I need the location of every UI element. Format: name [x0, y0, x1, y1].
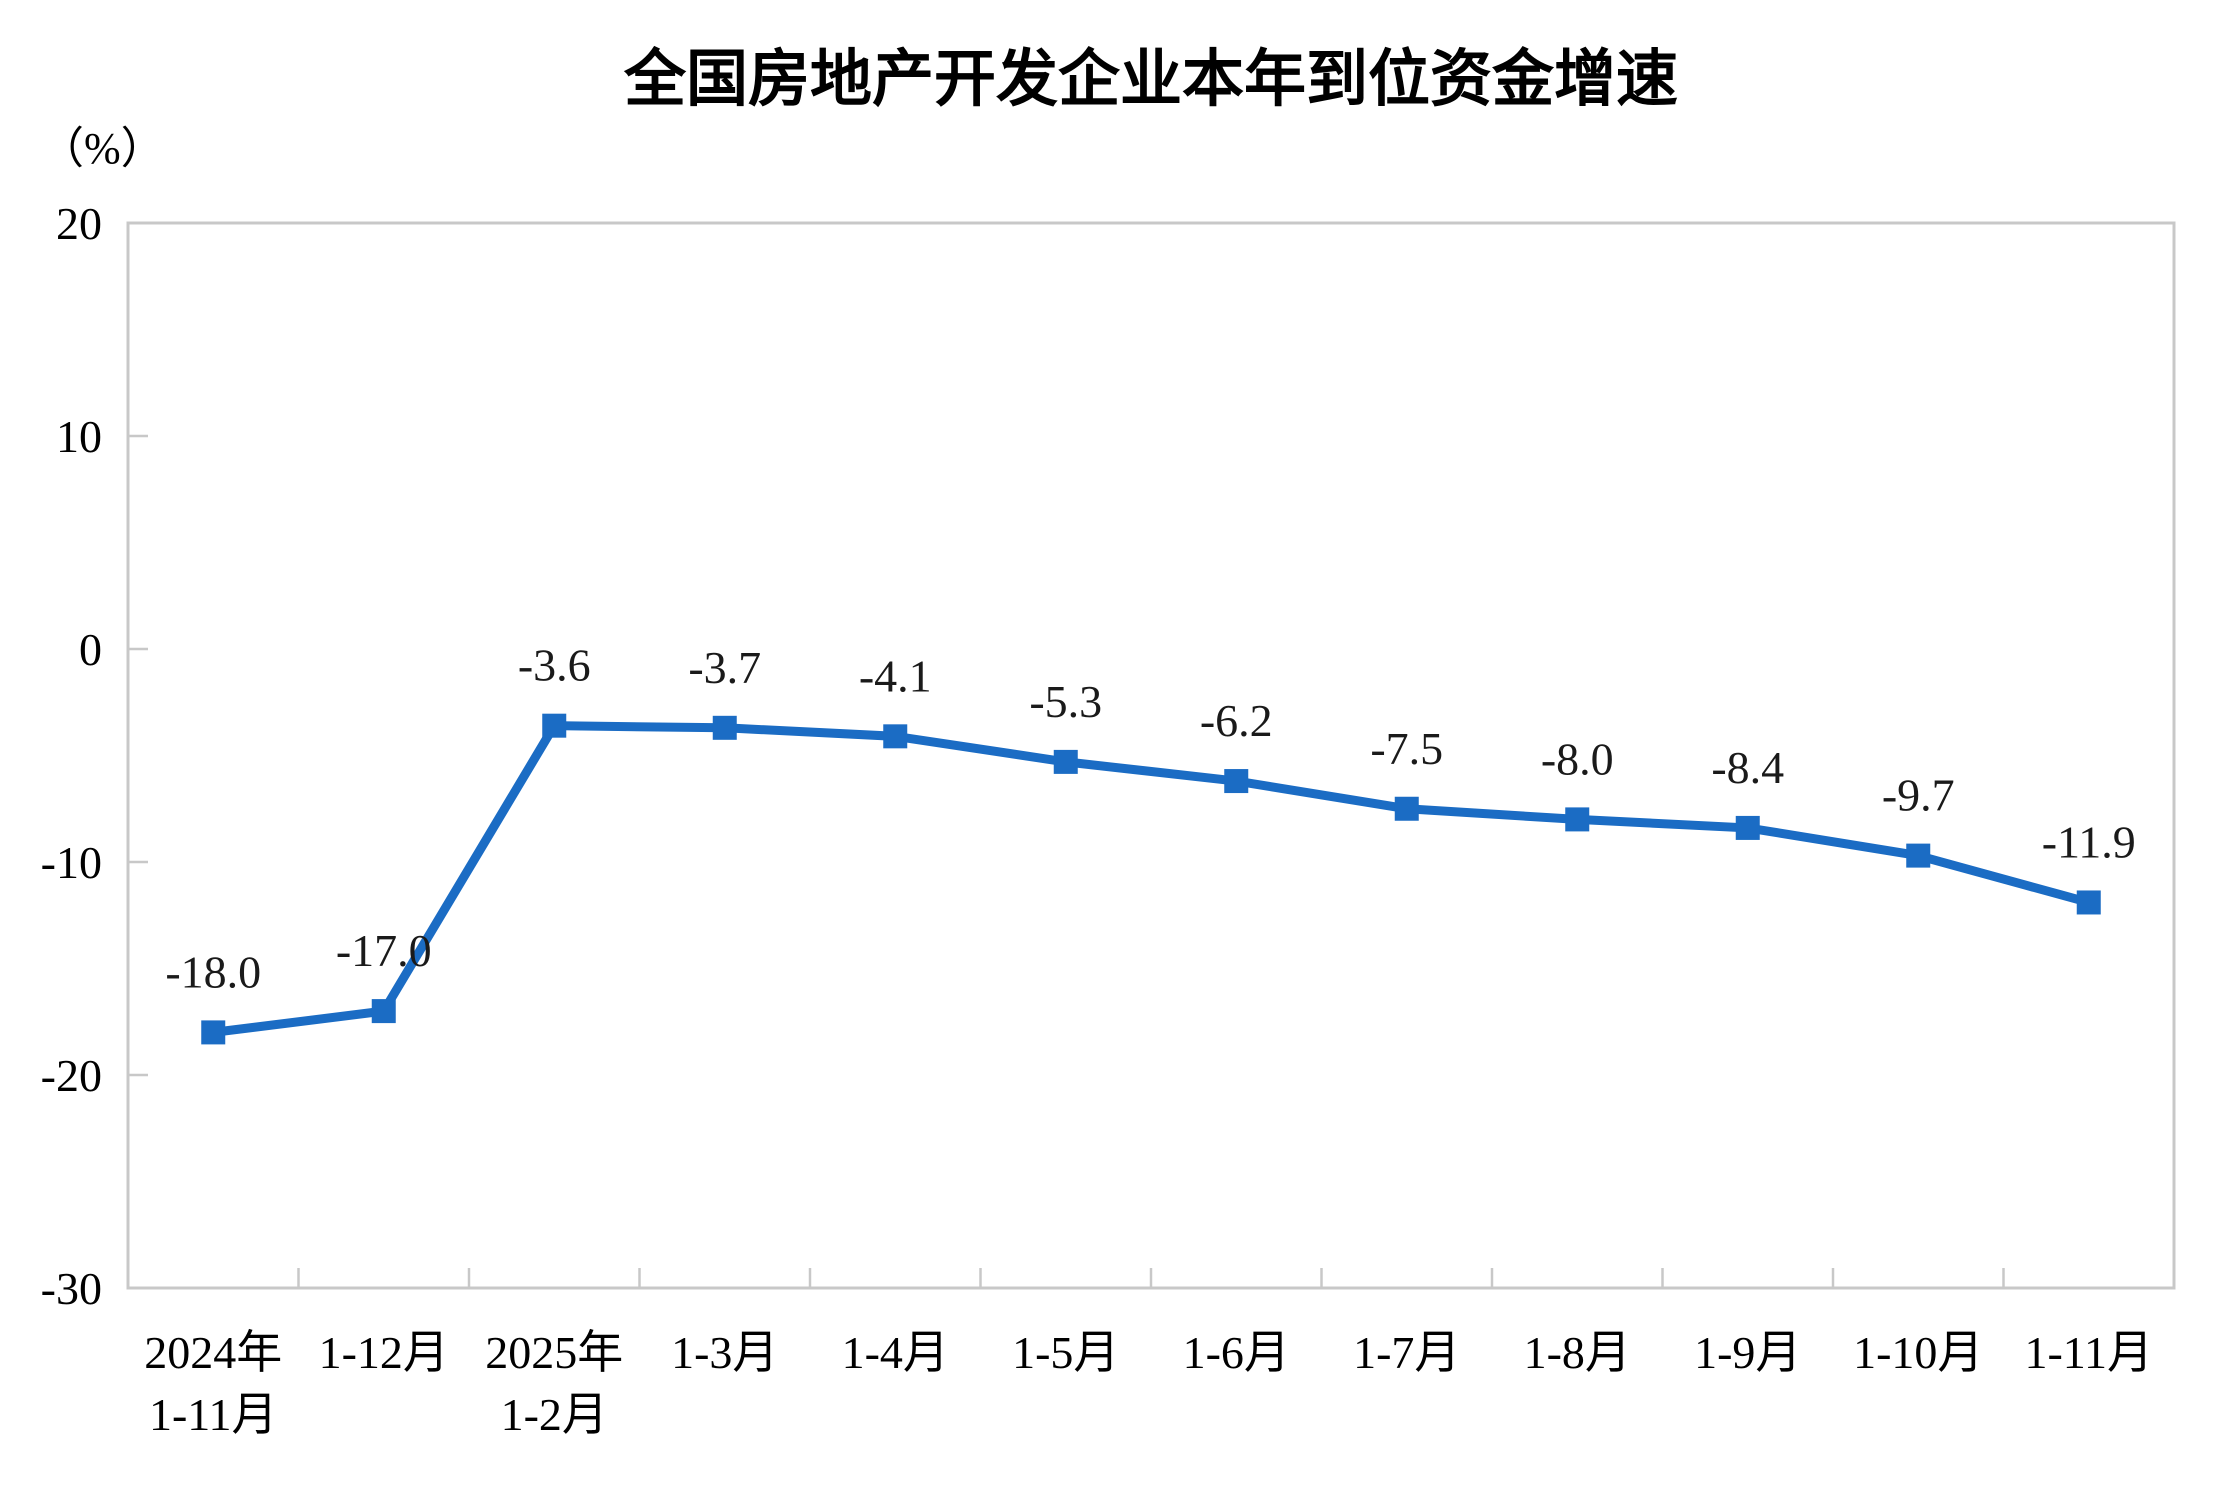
- data-point-label: -5.3: [1029, 676, 1102, 727]
- data-point-label: -8.0: [1541, 733, 1614, 784]
- data-point-label: -9.7: [1882, 770, 1955, 821]
- x-axis-label: 1-7月: [1353, 1327, 1460, 1378]
- x-axis-label: 2024年 1-11月: [144, 1327, 282, 1440]
- data-point-marker: [1394, 796, 1419, 821]
- data-point-marker: [2076, 890, 2101, 915]
- data-point-label: -7.5: [1370, 723, 1443, 774]
- chart-title: 全国房地产开发企业本年到位资金增速: [623, 45, 1678, 114]
- x-axis-label: 1-4月: [842, 1327, 949, 1378]
- x-axis-label: 1-3月: [671, 1327, 778, 1378]
- x-axis-label: 1-11月: [2024, 1327, 2153, 1378]
- data-point-marker: [1053, 749, 1078, 774]
- x-axis-label: 1-10月: [1853, 1327, 1983, 1378]
- data-point-marker: [371, 999, 396, 1024]
- y-axis-tick-label: 20: [56, 198, 102, 249]
- data-point-label: -11.9: [2042, 816, 2136, 867]
- data-point-label: -3.6: [518, 640, 591, 691]
- data-point-label: -8.4: [1711, 742, 1784, 793]
- data-point-marker: [542, 713, 567, 738]
- x-axis-label: 1-8月: [1524, 1327, 1631, 1378]
- x-axis-label: 1-9月: [1694, 1327, 1801, 1378]
- y-axis-tick-label: 10: [56, 411, 102, 462]
- data-point-marker: [201, 1020, 226, 1045]
- data-point-label: -4.1: [859, 650, 932, 701]
- data-point-marker: [1906, 843, 1931, 868]
- data-point-label: -17.0: [336, 925, 432, 976]
- x-axis-label: 1-6月: [1183, 1327, 1290, 1378]
- data-line: [212, 721, 2090, 1037]
- y-axis-tick-label: -30: [41, 1263, 102, 1314]
- x-axis-label: 1-12月: [319, 1327, 449, 1378]
- data-point-label: -6.2: [1200, 695, 1273, 746]
- x-axis-label: 1-5月: [1012, 1327, 1119, 1378]
- data-point-marker: [1565, 807, 1590, 832]
- plot-border: [126, 221, 2176, 1290]
- x-axis-label: 2025年 1-2月: [485, 1327, 623, 1440]
- y-axis-tick-label: -20: [41, 1050, 102, 1101]
- data-point-marker: [712, 715, 737, 740]
- data-point-label: -3.7: [688, 642, 761, 693]
- y-axis-tick-label: 0: [79, 624, 102, 675]
- plot-area: 20 10 0 -10 -20 -30 2024年 1-11月 1-12月 2025年 1-2月 1-…: [41, 198, 2176, 1440]
- data-point-marker: [1735, 815, 1760, 840]
- data-point-marker: [883, 724, 908, 749]
- data-point-marker: [1224, 769, 1249, 794]
- y-axis-unit-label: （%）: [40, 124, 165, 173]
- y-axis-tick-label: -10: [41, 837, 102, 888]
- data-point-label: -18.0: [165, 946, 261, 997]
